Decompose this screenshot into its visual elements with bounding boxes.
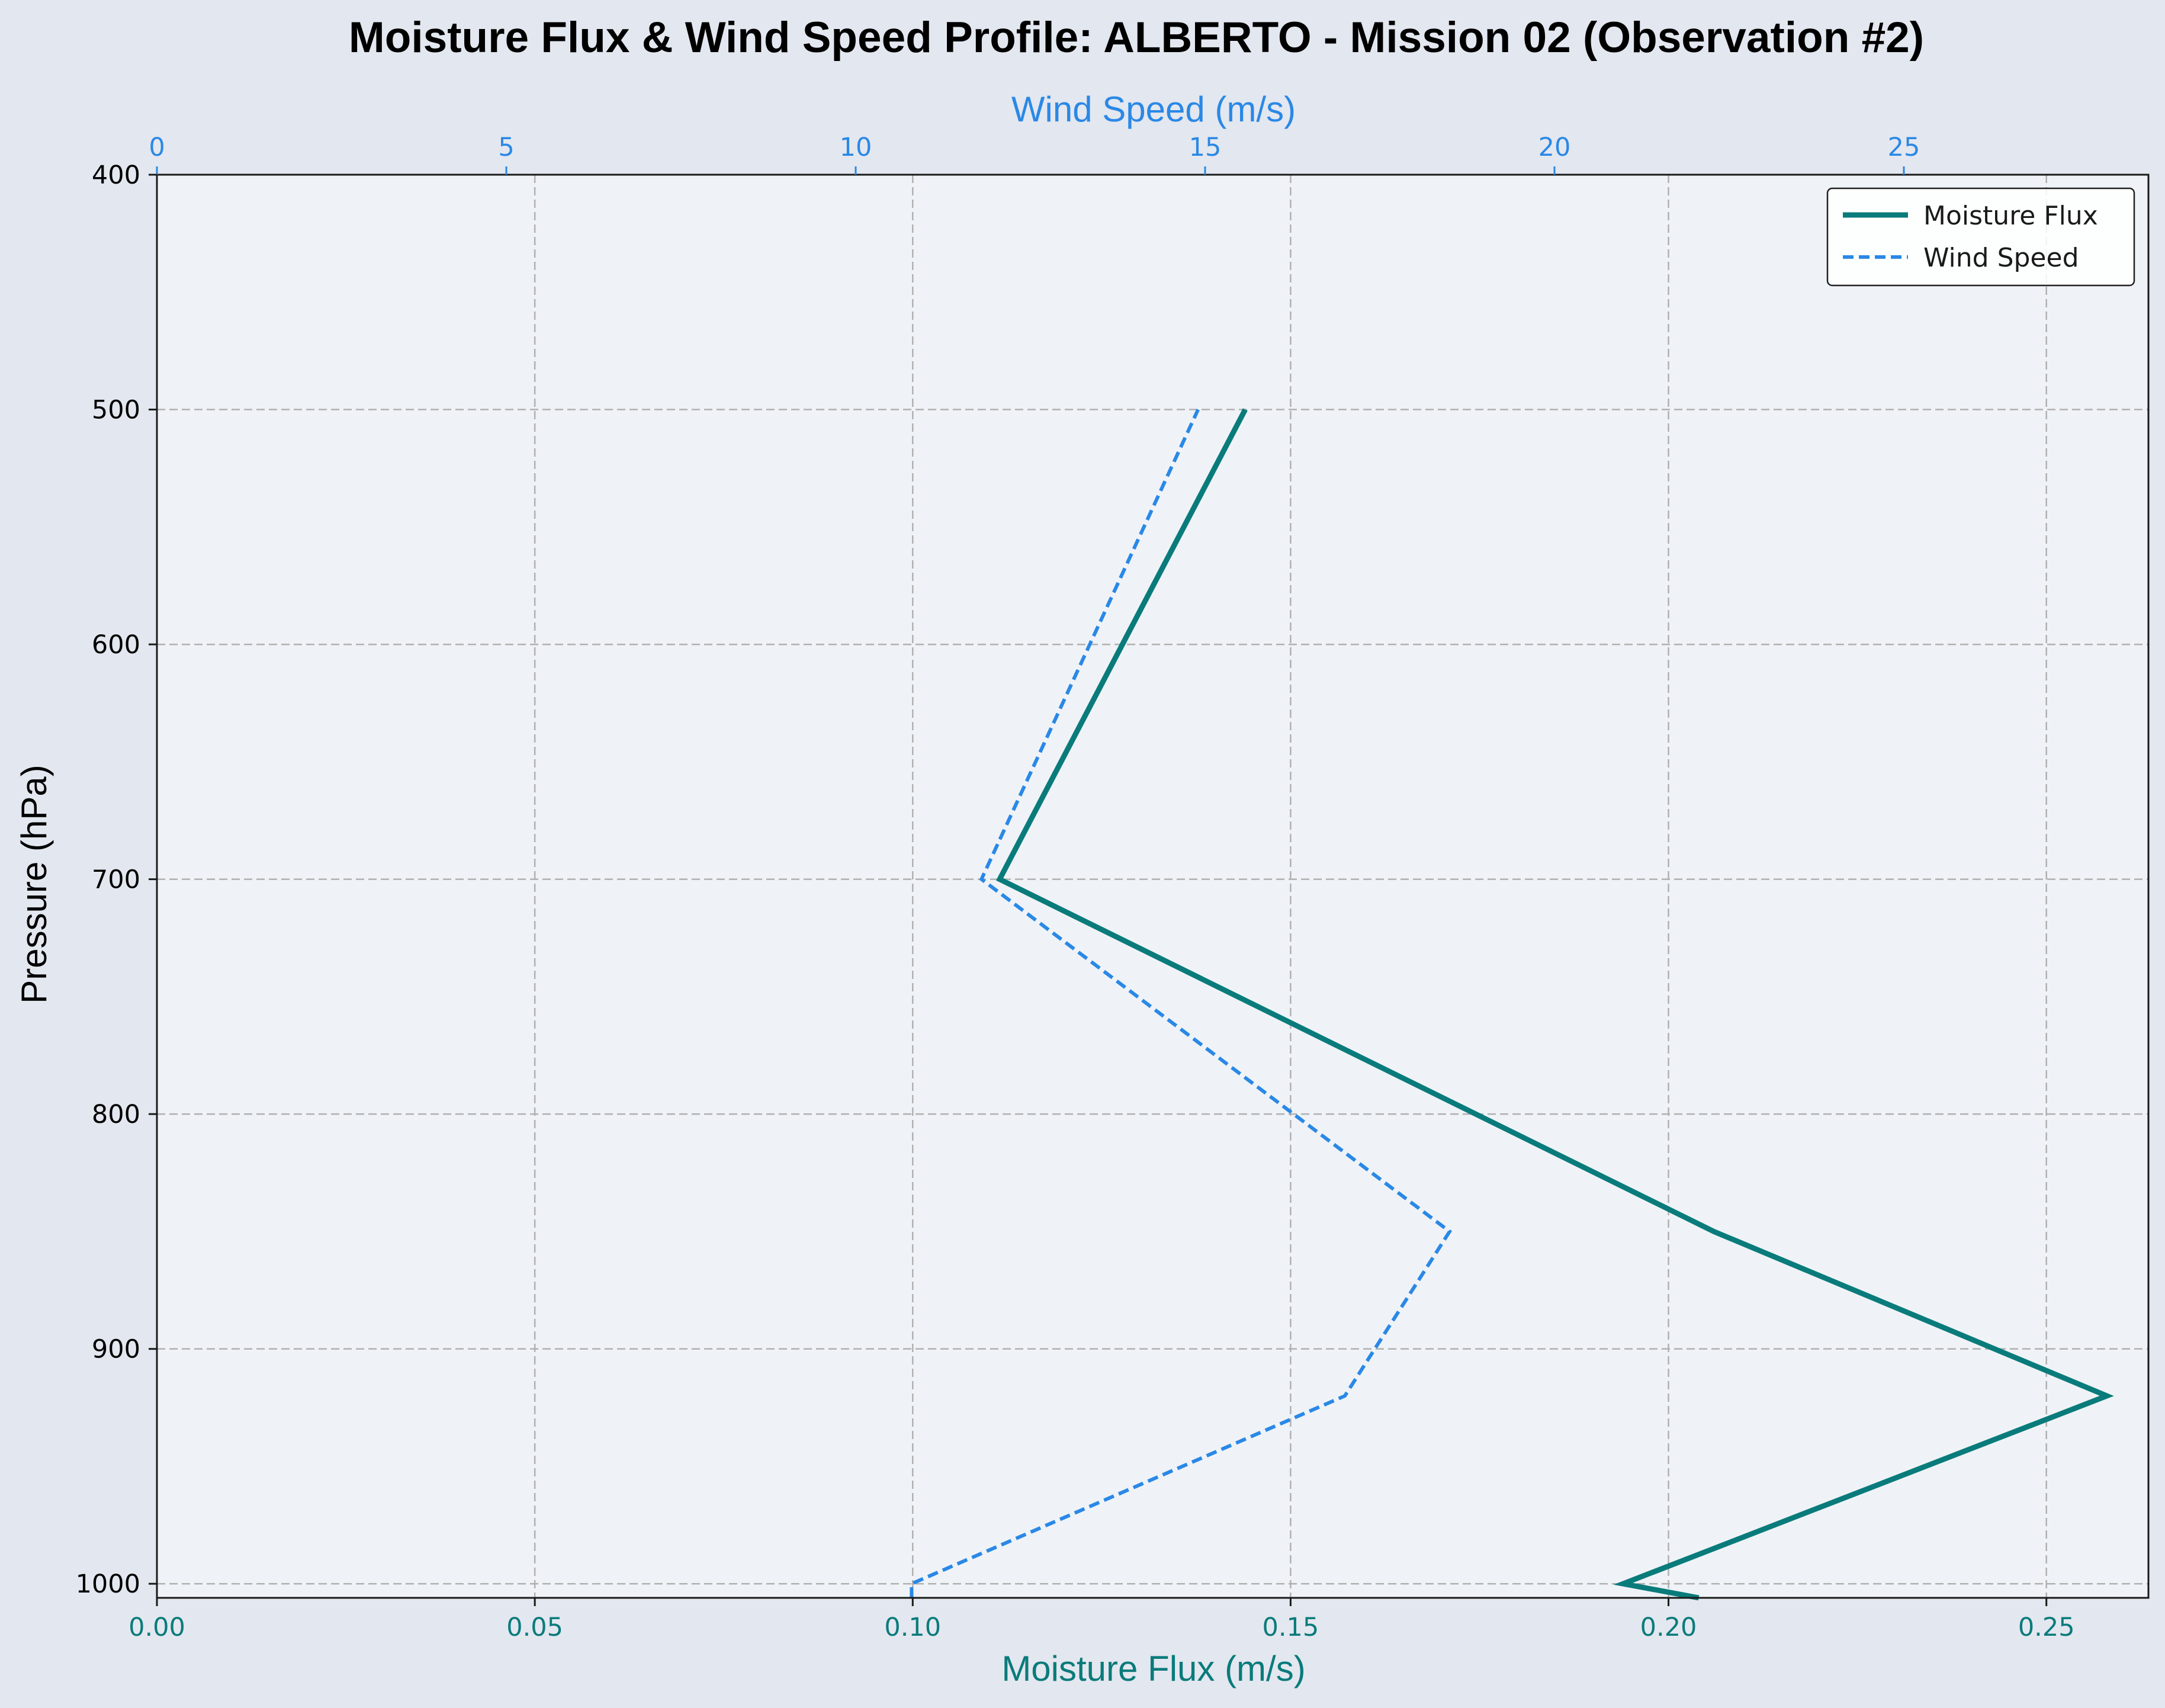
left-tick-label: 600 [92,630,140,660]
top-tick-label: 15 [1189,133,1222,162]
chart-title: Moisture Flux & Wind Speed Profile: ALBE… [349,14,1924,62]
plot-frame [156,174,2150,1599]
bottom-axis-label: Moisture Flux (m/s) [1001,1649,1305,1688]
left-tick-label: 900 [92,1335,140,1365]
top-tick-label: 20 [1538,133,1571,162]
top-tick-label: 5 [498,133,514,162]
series-line-moisture-flux [995,408,2114,1601]
bottom-tick-label: 0.25 [2018,1613,2075,1642]
left-axis-label: Pressure (hPa) [14,765,54,1003]
left-tick-label: 400 [92,160,140,190]
top-tick-label: 10 [840,133,872,162]
top-tick-label: 0 [149,133,165,162]
left-tick-label: 800 [92,1100,140,1129]
top-axis: 0 5 10 15 20 25 [149,133,1920,175]
left-tick-label: 500 [92,396,140,425]
top-tick-label: 25 [1888,133,1920,162]
bottom-tick-label: 0.05 [506,1613,563,1642]
series-line-wind-speed [910,409,1453,1598]
left-axis: 400 500 600 700 800 900 1000 [76,160,157,1599]
left-tick-label: 1000 [76,1569,140,1599]
legend: Moisture Flux Wind Speed [1826,187,2135,287]
bottom-tick-label: 0.10 [884,1613,941,1642]
series-layer [910,408,2114,1601]
bottom-tick-label: 0.20 [1640,1613,1697,1642]
legend-label-wind-speed: Wind Speed [1923,243,2079,273]
grid-lines [156,174,2148,1598]
top-axis-label: Wind Speed (m/s) [1011,89,1296,129]
plot-area [157,175,2148,1598]
bottom-tick-label: 0.00 [129,1613,185,1642]
left-tick-label: 700 [92,865,140,895]
bottom-axis: 0.00 0.05 0.10 0.15 0.20 0.25 [129,1598,2075,1642]
bottom-tick-label: 0.15 [1263,1613,1319,1642]
legend-label-moisture-flux: Moisture Flux [1923,201,2098,231]
